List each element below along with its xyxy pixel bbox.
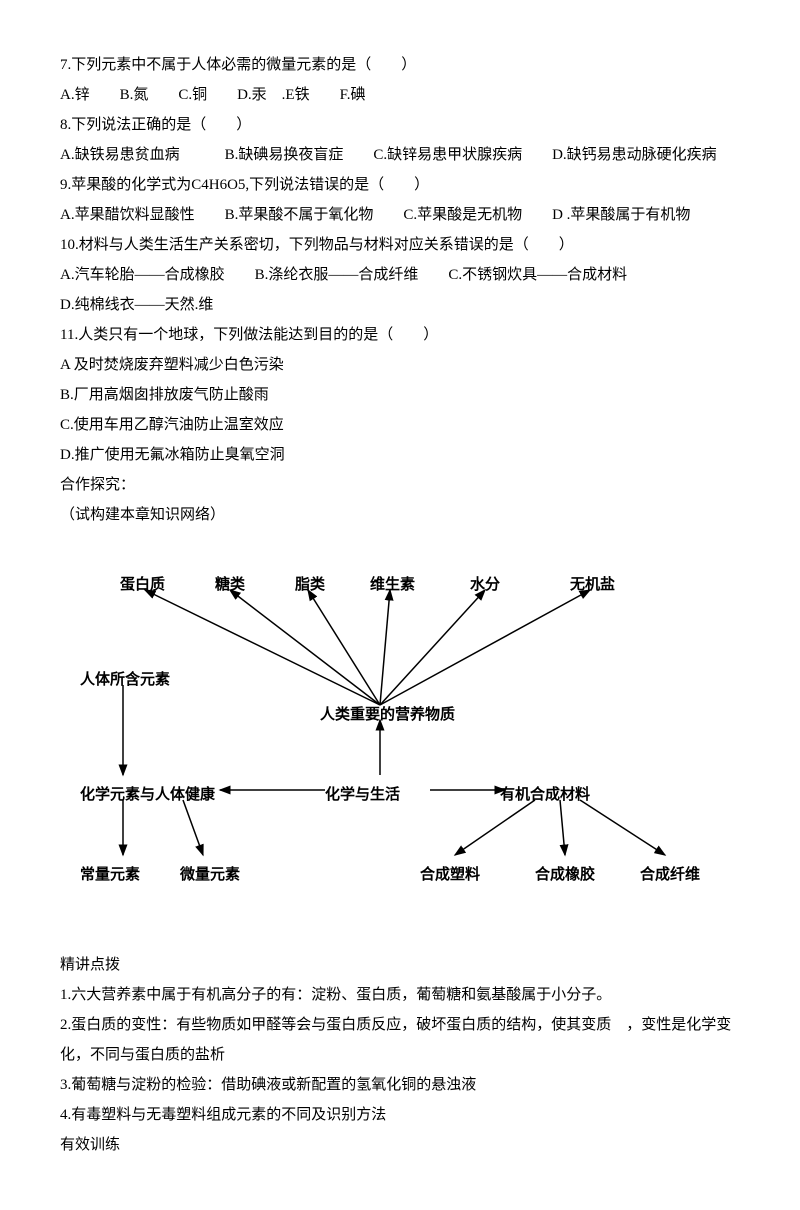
q11-text: 11.人类只有一个地球，下列做法能达到目的的是（ ） [60,320,740,350]
node-chem_life: 化学与生活 [325,780,400,810]
knowledge-diagram: 蛋白质 糖类 脂类 维生素 水分 无机盐人体所含元素人类重要的营养物质化学元素与人体健康 化… [60,570,740,900]
node-protein: 蛋白质 [120,570,165,600]
node-macro: 常量元素 [80,860,140,890]
question-9: 9.苹果酸的化学式为C4H6O5,下列说法错误的是（ ） A.苹果醋饮料显酸性 … [60,170,740,230]
question-10: 10.材料与人类生活生产关系密切，下列物品与材料对应关系错误的是（ ） A.汽车… [60,230,740,320]
lecture-p1: 1.六大营养素中属于有机高分子的有：淀粉、蛋白质，葡萄糖和氨基酸属于小分子。 [60,980,740,1010]
q7-text: 7.下列元素中不属于人体必需的微量元素的是（ ） [60,50,740,80]
q11-b: B.厂用高烟囱排放废气防止酸雨 [60,380,740,410]
node-chem_health: 化学元素与人体健康 [80,780,215,810]
q10-text: 10.材料与人类生活生产关系密切，下列物品与材料对应关系错误的是（ ） [60,230,740,260]
question-11: 11.人类只有一个地球，下列做法能达到目的的是（ ） A 及时焚烧废弃塑料减少白… [60,320,740,470]
node-vitamin: 维生素 [370,570,415,600]
q9-text: 9.苹果酸的化学式为C4H6O5,下列说法错误的是（ ） [60,170,740,200]
lecture-p2: 2.蛋白质的变性：有些物质如甲醛等会与蛋白质反应，破坏蛋白质的结构，使其变质 ，… [60,1010,740,1070]
lecture-section: 精讲点拨 1.六大营养素中属于有机高分子的有：淀粉、蛋白质，葡萄糖和氨基酸属于小… [60,950,740,1160]
q7-opts: A.锌 B.氮 C.铜 D.汞 .E铁 F.碘 [60,80,740,110]
q10-optsD: D.纯棉线衣——天然.维 [60,290,740,320]
lecture-title: 精讲点拨 [60,950,740,980]
q9-opts: A.苹果醋饮料显酸性 B.苹果酸不属于氧化物 C.苹果酸是无机物 D .苹果酸属… [60,200,740,230]
q11-d: D.推广使用无氟冰箱防止臭氧空洞 [60,440,740,470]
node-water: 水分 [470,570,500,600]
q11-a: A 及时焚烧废弃塑料减少白色污染 [60,350,740,380]
lecture-train: 有效训练 [60,1130,740,1160]
node-fat: 脂类 [295,570,325,600]
node-fiber: 合成纤维 [640,860,700,890]
node-organic_mat: 有机合成材料 [500,780,590,810]
node-micro: 微量元素 [180,860,240,890]
node-nutrition: 人类重要的营养物质 [320,700,455,730]
coop-section: 合作探究： （试构建本章知识网络） [60,470,740,530]
lecture-p3: 3.葡萄糖与淀粉的检验：借助碘液或新配置的氢氧化铜的悬浊液 [60,1070,740,1100]
node-sugar: 糖类 [215,570,245,600]
question-8: 8.下列说法正确的是（ ） A.缺铁易患贫血病 B.缺碘易换夜盲症 C.缺锌易患… [60,110,740,170]
q8-text: 8.下列说法正确的是（ ） [60,110,740,140]
q10-optsA: A.汽车轮胎——合成橡胶 B.涤纶衣服——合成纤维 C.不锈钢炊具——合成材料 [60,260,740,290]
node-body_elements: 人体所含元素 [80,665,170,695]
lecture-p4: 4.有毒塑料与无毒塑料组成元素的不同及识别方法 [60,1100,740,1130]
node-rubber: 合成橡胶 [535,860,595,890]
coop-sub: （试构建本章知识网络） [60,500,740,530]
node-plastic: 合成塑料 [420,860,480,890]
question-7: 7.下列元素中不属于人体必需的微量元素的是（ ） A.锌 B.氮 C.铜 D.汞… [60,50,740,110]
node-mineral: 无机盐 [570,570,615,600]
coop-title: 合作探究： [60,470,740,500]
q8-opts: A.缺铁易患贫血病 B.缺碘易换夜盲症 C.缺锌易患甲状腺疾病 D.缺钙易患动脉… [60,140,740,170]
q11-c: C.使用车用乙醇汽油防止温室效应 [60,410,740,440]
